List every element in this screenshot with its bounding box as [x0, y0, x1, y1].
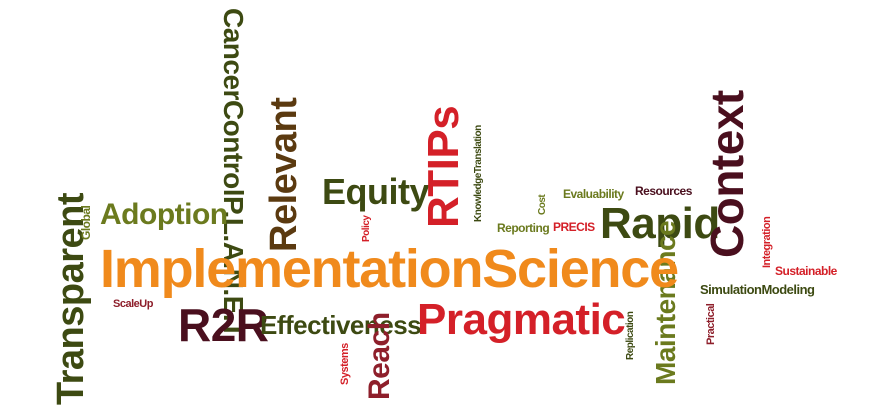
word-pragmatic: Pragmatic [417, 295, 626, 344]
word-systems: Systems [339, 343, 351, 385]
word-rtips: RTIPs [419, 105, 468, 228]
word-practical: Practical [705, 303, 717, 345]
word-precis: PRECIS [553, 220, 595, 234]
word-equity: Equity [322, 171, 430, 212]
word-scaleup: ScaleUp [113, 298, 153, 310]
word-adoption: Adoption [100, 198, 228, 231]
word-context: Context [701, 90, 753, 258]
word-knowledge-translation: KnowledgeTranslation [473, 125, 484, 222]
word-r2r: R2R [178, 299, 269, 351]
word-reporting: Reporting [497, 221, 550, 235]
word-evaluability: Evaluability [563, 187, 624, 201]
word-implementation-science: ImplementationScience [100, 239, 679, 299]
word-resources: Resources [635, 184, 692, 198]
word-global: Global [79, 205, 93, 240]
word-rapid: Rapid [600, 199, 720, 248]
word-integration: Integration [761, 216, 773, 268]
word-cost: Cost [537, 194, 548, 215]
word-effectiveness: Effectiveness [260, 310, 422, 340]
word-sustainable: Sustainable [775, 264, 837, 278]
word-replication: Replication [625, 311, 636, 360]
word-relevant: Relevant [263, 97, 305, 252]
word-simulation-modeling: SimulationModeling [700, 282, 815, 297]
word-reach: Reach [363, 312, 396, 400]
